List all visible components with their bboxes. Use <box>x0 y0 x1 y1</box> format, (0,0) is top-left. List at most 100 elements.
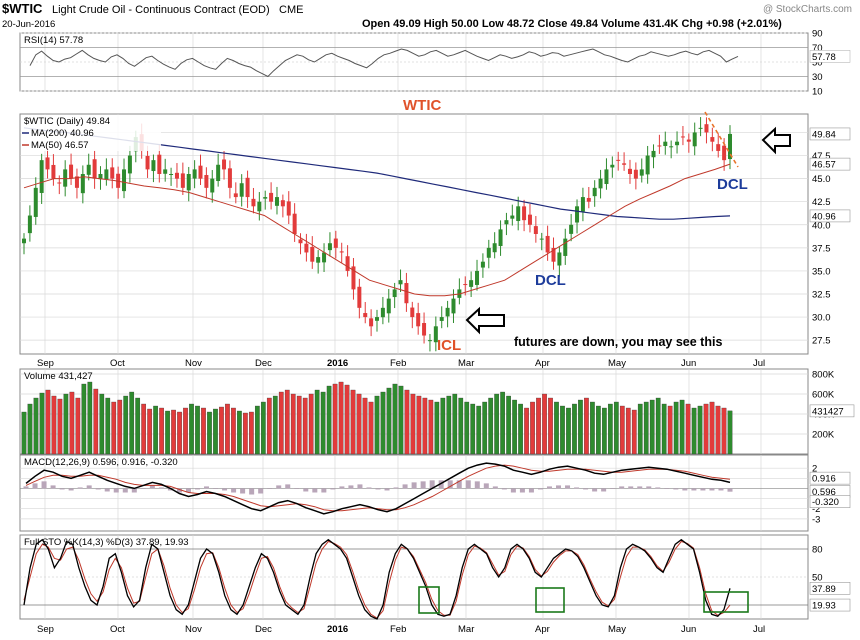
volume-bar <box>488 397 494 455</box>
panel-frame-macd <box>19 454 809 532</box>
candle-body <box>522 206 527 221</box>
candle-body <box>475 270 480 285</box>
candle-body <box>239 183 244 197</box>
candle-body <box>633 169 638 179</box>
volume-bar <box>237 410 242 455</box>
tick-label: 600K <box>812 390 835 401</box>
candle-body <box>269 192 274 202</box>
candle-body <box>722 145 727 161</box>
tick-label: 90 <box>812 29 823 40</box>
candle-body <box>74 176 79 188</box>
panels-group: 10 30 50 70 90 57.78 RSI(14) 57.78 27.5 30.0 32.5… <box>19 29 855 635</box>
candle-body <box>298 239 303 244</box>
volume-bar <box>284 389 290 455</box>
annotation-dcl-apr: DCL <box>535 272 566 289</box>
sto-highlight-box <box>418 586 440 614</box>
macd-histogram-bar <box>492 486 498 489</box>
candle-body <box>498 229 503 247</box>
macd-histogram-bar <box>303 488 309 492</box>
volume-bar <box>715 405 721 455</box>
arrow-left-icon <box>761 126 791 155</box>
macd-histogram-bar <box>50 485 56 489</box>
macd-histogram-bar <box>176 488 182 493</box>
macd-histogram-bar <box>122 488 128 493</box>
annotation-note: futures are down, you may see this <box>514 335 722 349</box>
volume-bar <box>326 385 332 455</box>
candle-body <box>669 146 674 148</box>
macd-histogram-bar <box>348 485 354 489</box>
volume-bar <box>727 410 733 455</box>
volume-bar <box>554 401 559 455</box>
x-axis-label: Sep <box>37 358 54 369</box>
x-axis-label: Jul <box>753 624 765 635</box>
macd-histogram-bar <box>140 488 146 489</box>
x-axis-label: May <box>608 624 626 635</box>
candle-body <box>39 160 44 193</box>
volume-bar <box>572 403 577 455</box>
candle-body <box>427 340 432 342</box>
tick-label: -3 <box>812 514 820 525</box>
macd-last-macd: 0.596 <box>812 487 836 498</box>
candle-body <box>57 182 62 184</box>
tick-label: 50 <box>812 573 823 584</box>
volume-bar <box>308 393 314 455</box>
volume-last-box <box>809 404 855 418</box>
volume-bar <box>201 407 206 455</box>
tick-label: 30.0 <box>812 313 831 324</box>
volume-bar <box>416 395 422 455</box>
candle-body <box>586 197 591 202</box>
candle-body <box>716 144 721 151</box>
macd-histogram-bar <box>601 488 607 492</box>
macd-histogram-bar <box>113 488 119 493</box>
candle-body <box>251 198 256 207</box>
x-axis-label: Nov <box>185 624 202 635</box>
candle-body <box>545 235 550 253</box>
candle-body <box>580 197 585 212</box>
candle-body <box>345 256 350 271</box>
x-axis-label: 2016 <box>327 624 348 635</box>
volume-bar <box>607 403 613 455</box>
macd-panel-title: MACD(12,26,9) 0.596, 0.916, -0.320 <box>24 457 178 468</box>
tick-label: 45.0 <box>812 174 831 185</box>
volume-bar <box>542 393 547 455</box>
candle-body <box>616 159 621 161</box>
macd-histogram-bar <box>384 488 390 491</box>
sto-last-d: 19.93 <box>812 601 836 612</box>
candle-body <box>551 247 556 262</box>
macd-line <box>25 462 731 515</box>
watermark: @ StockCharts.com <box>763 4 852 15</box>
macd-histogram-bar <box>366 487 372 489</box>
volume-bar <box>404 389 410 455</box>
volume-bar <box>189 403 194 455</box>
volume-bar <box>171 409 176 455</box>
candle-body <box>657 145 662 147</box>
header-ohlc: Open 49.09 High 50.00 Low 48.72 Close 49… <box>362 18 782 30</box>
rsi-last-value: 57.78 <box>812 52 836 63</box>
macd-histogram-bar <box>691 488 697 491</box>
volume-bar <box>165 410 170 455</box>
macd-histogram-bar <box>610 488 616 489</box>
candle-body <box>51 164 56 179</box>
macd-histogram-bar <box>411 482 417 489</box>
candle-body <box>686 139 691 142</box>
volume-bar <box>57 398 63 455</box>
candle-body <box>398 280 403 285</box>
volume-bar <box>141 403 147 455</box>
candle-body <box>410 307 415 318</box>
candle-body <box>339 251 344 253</box>
candle-body <box>98 174 103 180</box>
annotation-icl: ICL <box>437 337 461 354</box>
macd-histogram-bar <box>285 484 291 489</box>
macd-histogram-bar <box>59 488 65 490</box>
candle-body <box>45 157 50 170</box>
volume-bar <box>697 405 703 455</box>
volume-bar <box>368 401 374 455</box>
volume-bar <box>643 401 649 455</box>
candle-body <box>710 137 715 142</box>
volume-bar <box>159 407 164 455</box>
candle-body <box>333 238 338 248</box>
candle-body <box>451 298 456 314</box>
volume-bar <box>21 411 27 455</box>
candle-body <box>463 284 468 286</box>
tick-label: 70 <box>812 43 823 54</box>
